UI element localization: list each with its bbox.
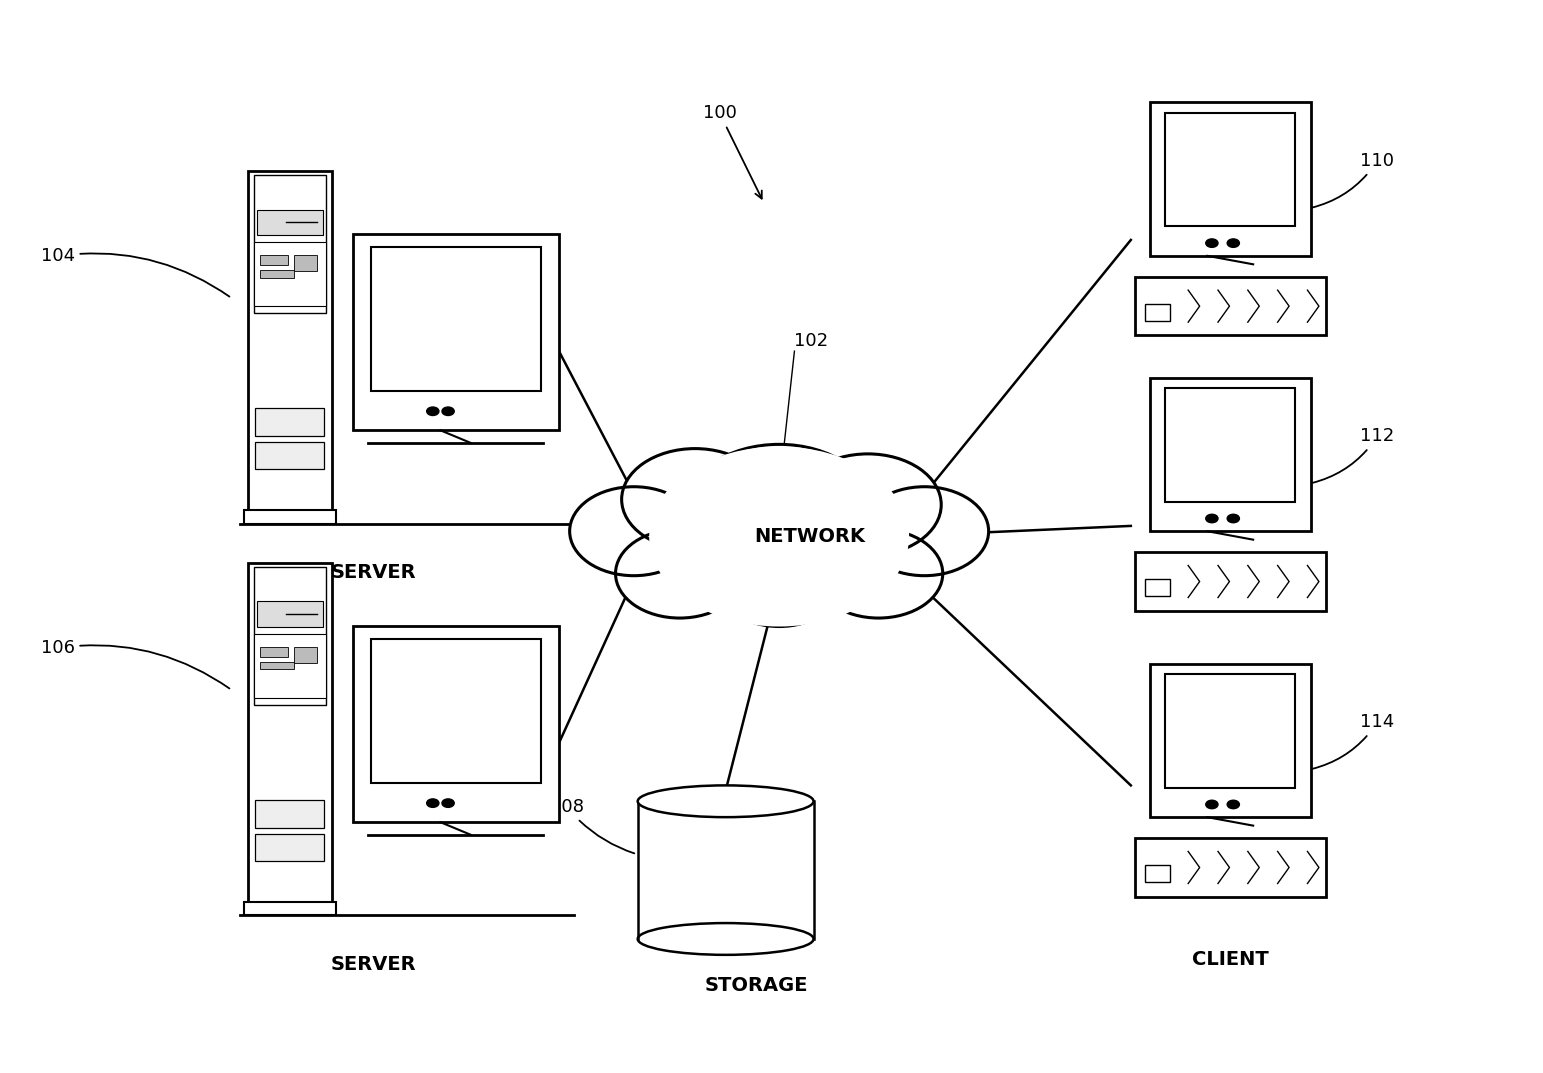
Polygon shape (256, 409, 324, 436)
Polygon shape (248, 563, 332, 902)
Polygon shape (1150, 663, 1310, 818)
Polygon shape (258, 601, 322, 627)
Circle shape (1205, 514, 1217, 523)
Circle shape (1205, 800, 1217, 809)
Circle shape (717, 542, 841, 627)
Ellipse shape (637, 923, 813, 955)
Circle shape (859, 487, 989, 576)
Polygon shape (261, 255, 287, 265)
Text: 110: 110 (1313, 151, 1395, 207)
Polygon shape (352, 627, 559, 822)
Circle shape (622, 449, 768, 550)
Text: 102: 102 (795, 332, 829, 350)
Circle shape (1227, 800, 1239, 809)
Text: STORAGE: STORAGE (705, 976, 809, 995)
Polygon shape (256, 834, 324, 862)
Polygon shape (637, 802, 813, 939)
Circle shape (616, 529, 744, 618)
Circle shape (1227, 239, 1239, 248)
Text: 112: 112 (1313, 427, 1395, 483)
Polygon shape (256, 442, 324, 469)
Circle shape (1205, 239, 1217, 248)
Polygon shape (1165, 113, 1295, 226)
Polygon shape (258, 250, 322, 271)
Circle shape (650, 446, 909, 627)
Polygon shape (370, 247, 540, 392)
Polygon shape (258, 643, 322, 663)
Circle shape (427, 799, 438, 807)
Text: SERVER: SERVER (332, 955, 417, 974)
Polygon shape (255, 175, 326, 313)
Text: CLIENT: CLIENT (1191, 388, 1268, 408)
Polygon shape (293, 647, 316, 663)
Polygon shape (244, 510, 336, 524)
Polygon shape (1150, 378, 1310, 531)
Polygon shape (255, 634, 326, 699)
Text: 108: 108 (549, 798, 634, 853)
Text: 100: 100 (702, 104, 762, 199)
Text: NETWORK: NETWORK (755, 527, 866, 546)
Polygon shape (1134, 277, 1325, 335)
Polygon shape (352, 234, 559, 430)
Circle shape (427, 407, 438, 415)
Circle shape (815, 529, 943, 618)
Polygon shape (1165, 388, 1295, 501)
Polygon shape (244, 902, 336, 915)
Polygon shape (1134, 553, 1325, 611)
Polygon shape (293, 255, 316, 271)
Polygon shape (255, 568, 326, 705)
Text: CLIENT: CLIENT (1191, 950, 1268, 969)
Polygon shape (1165, 674, 1295, 788)
Text: 104: 104 (40, 247, 230, 296)
Polygon shape (248, 171, 332, 510)
Circle shape (569, 487, 697, 576)
Polygon shape (261, 269, 293, 278)
Circle shape (1227, 514, 1239, 523)
Polygon shape (256, 800, 324, 827)
Circle shape (795, 454, 941, 556)
Circle shape (685, 444, 873, 576)
Polygon shape (258, 209, 322, 235)
Circle shape (441, 799, 454, 807)
Ellipse shape (637, 785, 813, 818)
Text: 106: 106 (40, 640, 230, 689)
Polygon shape (370, 638, 540, 783)
Text: 114: 114 (1313, 714, 1395, 769)
Text: SERVER: SERVER (332, 563, 417, 582)
Polygon shape (261, 647, 287, 657)
Polygon shape (1150, 102, 1310, 255)
Polygon shape (255, 242, 326, 306)
Polygon shape (1134, 838, 1325, 897)
Polygon shape (261, 662, 293, 670)
Text: CLIENT: CLIENT (1191, 663, 1268, 682)
Circle shape (441, 407, 454, 415)
